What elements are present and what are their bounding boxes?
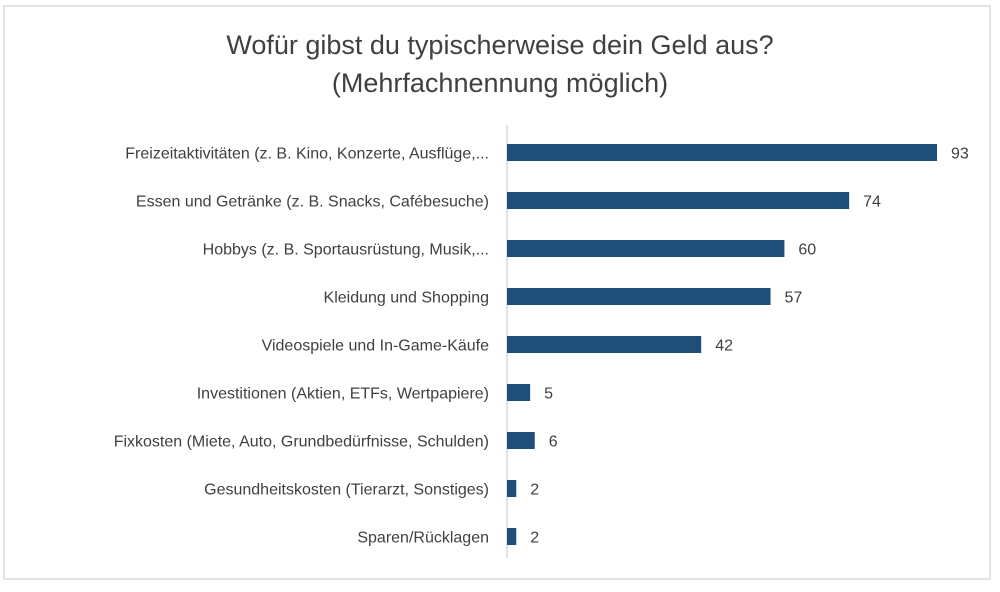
bar xyxy=(507,144,937,161)
category-label: Freizeitaktivitäten (z. B. Kino, Konzert… xyxy=(125,146,489,163)
data-label: 5 xyxy=(544,386,553,403)
category-label: Gesundheitskosten (Tierarzt, Sonstiges) xyxy=(204,482,489,499)
data-label: 57 xyxy=(785,290,803,307)
data-label: 93 xyxy=(951,146,969,163)
category-label: Hobbys (z. B. Sportausrüstung, Musik,... xyxy=(203,242,489,259)
bar xyxy=(507,480,517,497)
category-label: Sparen/Rücklagen xyxy=(357,530,489,547)
chart-subtitle: (Mehrfachnennung möglich) xyxy=(331,68,669,98)
category-label: Kleidung und Shopping xyxy=(324,290,489,307)
bar xyxy=(507,432,535,449)
bar xyxy=(507,192,850,209)
category-label: Fixkosten (Miete, Auto, Grundbedürfnisse… xyxy=(114,434,489,451)
data-label: 60 xyxy=(798,242,816,259)
bar xyxy=(507,384,531,401)
data-label: 42 xyxy=(715,338,733,355)
category-label: Investitionen (Aktien, ETFs, Wertpapiere… xyxy=(197,386,489,403)
data-label: 74 xyxy=(863,194,881,211)
chart-title: Wofür gibst du typischerweise dein Geld … xyxy=(226,30,774,60)
bar xyxy=(507,240,785,257)
chart-frame xyxy=(3,5,991,580)
category-label: Videospiele und In-Game-Käufe xyxy=(262,338,490,355)
bar xyxy=(507,528,517,545)
bars-group: Freizeitaktivitäten (z. B. Kino, Konzert… xyxy=(114,144,969,547)
data-label: 2 xyxy=(530,482,539,499)
data-label: 2 xyxy=(530,530,539,547)
chart-title-block: Wofür gibst du typischerweise dein Geld … xyxy=(0,26,1000,102)
bar xyxy=(507,336,702,353)
category-label: Essen und Getränke (z. B. Snacks, Cafébe… xyxy=(136,194,489,211)
data-label: 6 xyxy=(549,434,558,451)
bar xyxy=(507,288,771,305)
